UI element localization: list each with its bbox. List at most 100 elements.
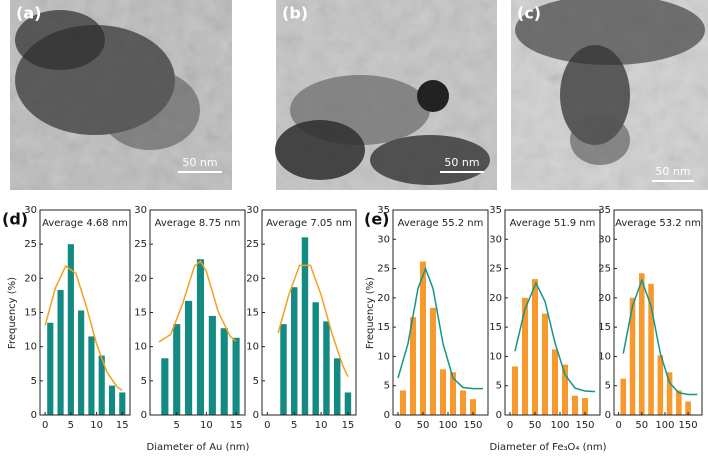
bar — [119, 392, 126, 415]
y-tick-label: 5 — [605, 381, 611, 392]
y-tick-label: 30 — [134, 205, 147, 216]
bar — [572, 395, 578, 415]
bar — [410, 317, 416, 415]
x-tick-label: 100 — [655, 420, 674, 431]
bar — [185, 300, 193, 415]
panel-label: (c) — [517, 4, 541, 23]
tem-image-b: (b) 50 nm — [275, 0, 497, 190]
panel-label: (d) — [2, 210, 28, 229]
chart-title: Average 8.75 nm — [155, 218, 241, 229]
y-tick-label: 20 — [134, 273, 147, 284]
y-tick-label: 15 — [489, 322, 502, 333]
bar — [98, 355, 105, 415]
panel-label: (a) — [16, 4, 41, 23]
bar — [676, 390, 682, 415]
bar — [161, 358, 169, 415]
y-tick-label: 10 — [134, 342, 147, 353]
chart-title: Average 4.68 nm — [42, 218, 128, 229]
y-tick-label: 10 — [24, 342, 37, 353]
x-tick-label: 0 — [264, 420, 270, 431]
bar — [323, 321, 330, 415]
bar — [173, 324, 181, 415]
bar — [220, 328, 228, 415]
x-tick-label: 5 — [68, 420, 74, 431]
y-tick-label: 25 — [24, 239, 37, 250]
bar — [512, 366, 518, 415]
bar — [400, 390, 406, 415]
chart-title: Average 53.2 nm — [615, 218, 701, 229]
x-tick-label: 50 — [529, 420, 542, 431]
fit-curve — [514, 281, 596, 393]
x-tick-label: 0 — [615, 420, 621, 431]
bar — [108, 385, 116, 415]
y-tick-label: 30 — [246, 205, 259, 216]
panel-label: (b) — [282, 4, 308, 23]
y-tick-label: 0 — [384, 410, 390, 421]
y-tick-label: 0 — [253, 410, 259, 421]
y-axis-label: Frequency (%) — [7, 277, 18, 349]
plot-frame — [613, 209, 703, 416]
x-tick-label: 150 — [679, 420, 698, 431]
bar — [344, 392, 352, 415]
x-tick-label: 15 — [342, 420, 355, 431]
bar — [47, 322, 54, 415]
bar — [460, 390, 466, 415]
y-axis-label: Frequency (%) — [365, 277, 376, 349]
y-tick-label: 10 — [598, 351, 611, 362]
y-tick-label: 0 — [496, 410, 502, 421]
y-tick-label: 20 — [246, 273, 259, 284]
y-tick-label: 0 — [31, 410, 37, 421]
bar — [196, 259, 205, 415]
scale-bar-label: 50 nm — [655, 165, 690, 178]
x-tick-label: 10 — [315, 420, 328, 431]
x-tick-label: 10 — [90, 420, 103, 431]
x-tick-label: 150 — [575, 420, 594, 431]
bar — [552, 349, 558, 415]
y-tick-label: 5 — [31, 376, 37, 387]
plot-frame — [261, 209, 357, 416]
y-tick-label: 20 — [24, 273, 37, 284]
y-tick-label: 35 — [598, 205, 611, 216]
x-tick-label: 0 — [507, 420, 513, 431]
x-axis-label: Diameter of Au (nm) — [147, 442, 250, 453]
y-tick-label: 0 — [605, 410, 611, 421]
x-tick-label: 0 — [42, 420, 48, 431]
tem-image-c: (c) 50 nm — [511, 0, 708, 190]
bar — [440, 369, 446, 415]
bar — [420, 261, 426, 415]
y-tick-label: 15 — [134, 308, 147, 319]
bar — [88, 336, 95, 415]
y-tick-label: 25 — [246, 239, 259, 250]
plot-frame — [392, 209, 489, 416]
y-tick-label: 20 — [598, 293, 611, 304]
y-tick-label: 25 — [489, 264, 502, 275]
x-tick-label: 150 — [463, 420, 482, 431]
x-tick-label: 0 — [395, 420, 401, 431]
y-tick-label: 30 — [377, 234, 390, 245]
bar — [291, 287, 298, 415]
fit-curve — [397, 266, 483, 390]
bar — [450, 372, 456, 415]
x-tick-label: 5 — [174, 420, 180, 431]
chart-title: Average 55.2 nm — [398, 218, 484, 229]
y-tick-label: 35 — [377, 205, 390, 216]
bar — [333, 358, 341, 415]
x-tick-label: 100 — [438, 420, 457, 431]
y-tick-label: 20 — [489, 293, 502, 304]
y-tick-label: 30 — [598, 234, 611, 245]
y-tick-label: 35 — [489, 205, 502, 216]
panel-label: (e) — [364, 210, 389, 229]
x-tick-label: 15 — [230, 420, 243, 431]
x-tick-label: 100 — [550, 420, 569, 431]
bar — [532, 279, 538, 415]
bar — [629, 297, 636, 415]
bar — [280, 324, 287, 415]
y-tick-label: 5 — [496, 381, 502, 392]
x-tick-label: 10 — [200, 420, 213, 431]
y-tick-label: 15 — [24, 308, 37, 319]
tem-image-a: (a) 50 nm — [10, 0, 232, 190]
fit-curve — [277, 264, 349, 378]
bar — [57, 289, 64, 415]
scale-bar-label: 50 nm — [444, 156, 479, 169]
